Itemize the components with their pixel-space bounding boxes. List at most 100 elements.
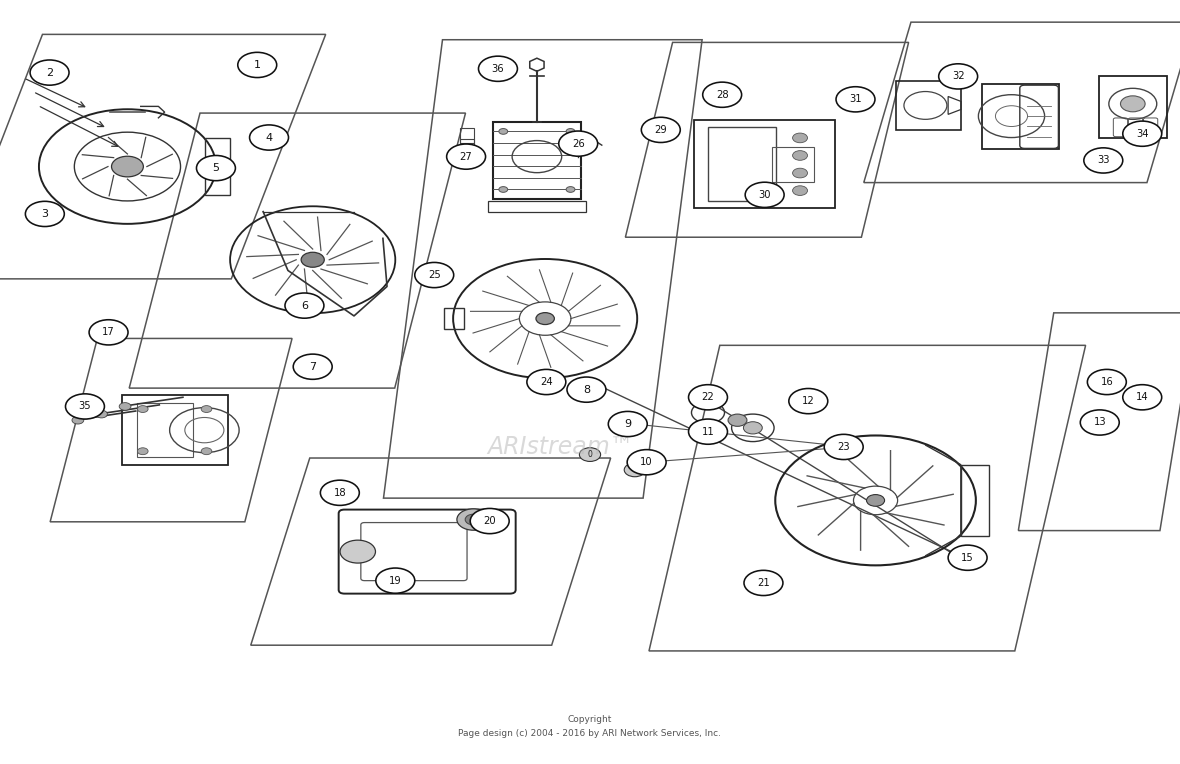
Text: 7: 7	[309, 361, 316, 372]
Circle shape	[137, 406, 149, 413]
Circle shape	[90, 319, 127, 345]
Text: 5: 5	[212, 163, 219, 173]
Text: 4: 4	[266, 132, 273, 143]
Circle shape	[25, 202, 64, 227]
Circle shape	[137, 448, 149, 455]
Text: 32: 32	[952, 71, 964, 82]
Text: 12: 12	[802, 396, 814, 406]
Circle shape	[72, 416, 84, 424]
Text: 0: 0	[588, 450, 592, 459]
Circle shape	[201, 448, 212, 455]
Circle shape	[628, 449, 667, 474]
Text: 14: 14	[1136, 392, 1148, 403]
Circle shape	[948, 545, 986, 570]
Circle shape	[579, 448, 601, 461]
Circle shape	[536, 312, 555, 325]
Text: 23: 23	[838, 442, 850, 452]
Circle shape	[284, 293, 323, 318]
Text: 25: 25	[428, 270, 440, 280]
Text: 15: 15	[962, 552, 974, 563]
Circle shape	[499, 186, 507, 193]
Circle shape	[939, 63, 977, 89]
Text: 16: 16	[1101, 377, 1113, 387]
Text: 31: 31	[850, 94, 861, 105]
Text: 28: 28	[716, 89, 728, 100]
Circle shape	[702, 82, 742, 107]
Circle shape	[1121, 96, 1145, 112]
Circle shape	[866, 494, 885, 507]
Text: 24: 24	[540, 377, 552, 387]
Text: 27: 27	[460, 151, 472, 162]
Text: 2: 2	[46, 67, 53, 78]
Circle shape	[642, 117, 680, 142]
Circle shape	[415, 262, 453, 287]
Text: 26: 26	[572, 138, 584, 149]
Text: 6: 6	[301, 300, 308, 311]
Circle shape	[559, 131, 598, 156]
Circle shape	[1123, 384, 1161, 410]
Circle shape	[237, 52, 276, 77]
Circle shape	[375, 568, 415, 593]
Circle shape	[743, 570, 784, 596]
Text: 8: 8	[583, 384, 590, 395]
Circle shape	[250, 125, 289, 150]
Text: 0: 0	[632, 465, 637, 474]
Text: 20: 20	[484, 516, 496, 526]
Circle shape	[793, 168, 807, 178]
Text: 29: 29	[655, 125, 667, 135]
Circle shape	[111, 157, 144, 176]
Circle shape	[479, 56, 517, 81]
Circle shape	[65, 394, 105, 419]
Circle shape	[688, 419, 727, 445]
Text: 11: 11	[702, 426, 714, 437]
Text: 30: 30	[759, 189, 771, 200]
Text: Copyright: Copyright	[568, 715, 612, 724]
Text: 17: 17	[103, 327, 114, 338]
Circle shape	[793, 133, 807, 143]
Circle shape	[1081, 410, 1119, 435]
Circle shape	[688, 384, 727, 410]
Circle shape	[31, 60, 68, 85]
Text: 21: 21	[758, 578, 769, 588]
Text: 10: 10	[641, 457, 653, 468]
Text: 35: 35	[79, 401, 91, 412]
Circle shape	[835, 86, 876, 112]
Circle shape	[340, 540, 375, 563]
Circle shape	[301, 252, 324, 267]
Circle shape	[609, 411, 647, 436]
Circle shape	[119, 403, 131, 410]
Circle shape	[743, 422, 762, 434]
Text: 33: 33	[1097, 155, 1109, 166]
Circle shape	[793, 151, 807, 160]
Circle shape	[196, 155, 235, 180]
Circle shape	[566, 128, 575, 134]
Text: 1: 1	[254, 60, 261, 70]
Circle shape	[566, 186, 575, 193]
Circle shape	[566, 377, 607, 402]
Text: ARIstream™: ARIstream™	[487, 435, 634, 459]
Circle shape	[201, 406, 212, 413]
Circle shape	[320, 480, 359, 506]
Circle shape	[470, 509, 510, 533]
Text: 34: 34	[1136, 128, 1148, 139]
Text: 3: 3	[41, 209, 48, 219]
Circle shape	[624, 463, 645, 477]
Circle shape	[728, 414, 747, 426]
Text: 18: 18	[334, 487, 346, 498]
Circle shape	[293, 354, 333, 379]
Circle shape	[526, 369, 566, 394]
Text: Page design (c) 2004 - 2016 by ARI Network Services, Inc.: Page design (c) 2004 - 2016 by ARI Netwo…	[459, 729, 721, 738]
Circle shape	[499, 128, 507, 134]
Circle shape	[1123, 121, 1161, 147]
Text: 22: 22	[702, 392, 714, 403]
Circle shape	[793, 186, 807, 196]
Circle shape	[96, 410, 107, 418]
Circle shape	[465, 514, 481, 525]
Text: 19: 19	[389, 575, 401, 586]
Circle shape	[446, 144, 486, 169]
Text: 9: 9	[624, 419, 631, 429]
Text: 13: 13	[1094, 417, 1106, 428]
Text: 36: 36	[492, 63, 504, 74]
Circle shape	[1083, 147, 1123, 173]
Circle shape	[457, 509, 490, 530]
